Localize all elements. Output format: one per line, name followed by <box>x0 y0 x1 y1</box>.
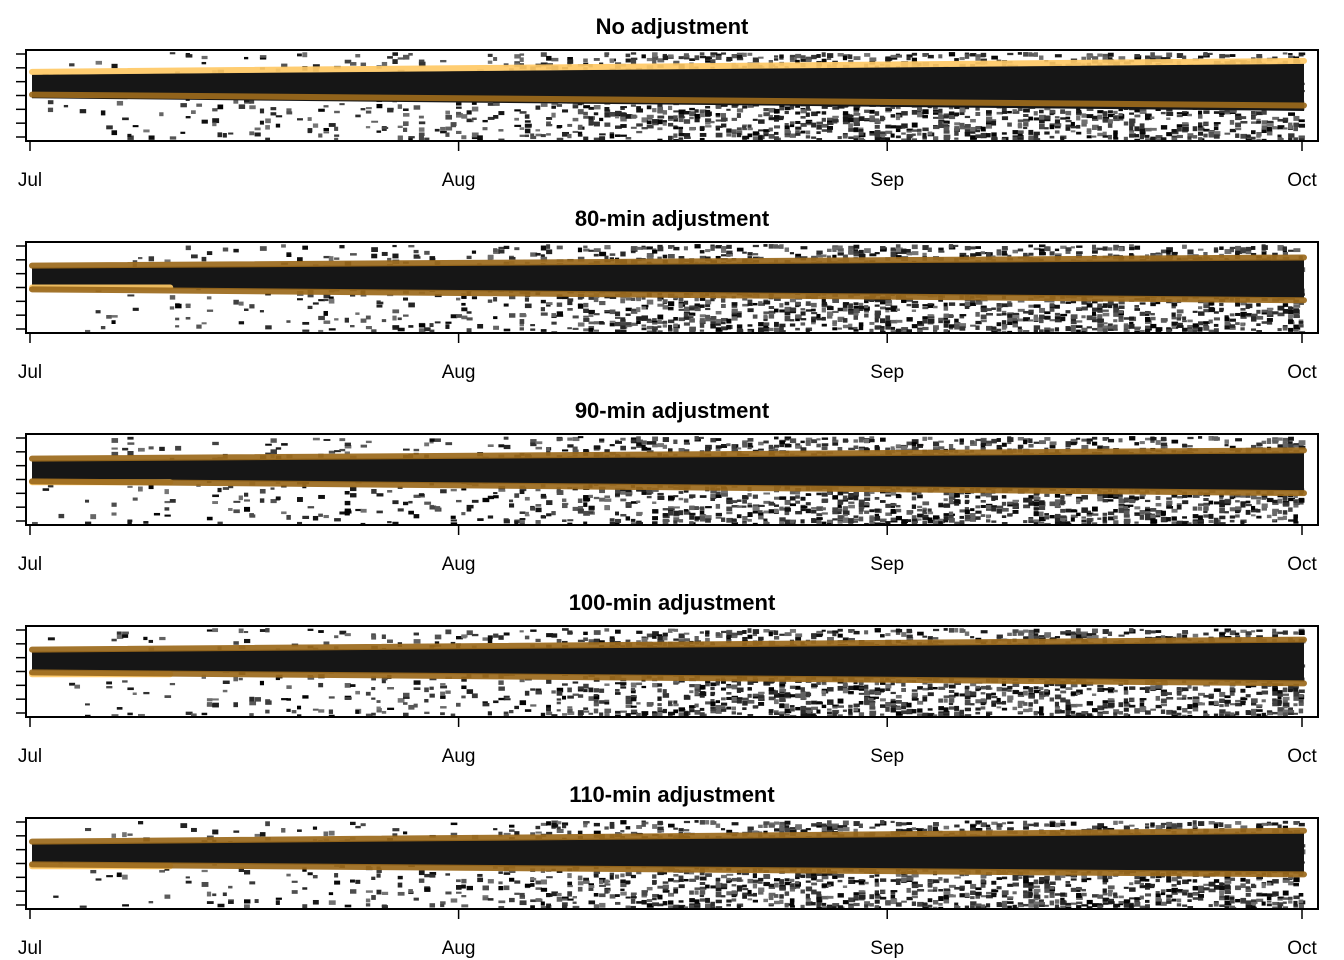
trend-line-2 <box>29 827 1307 845</box>
panel-title: 80-min adjustment <box>575 206 770 231</box>
y-axis <box>16 821 26 906</box>
trend-line-2 <box>29 636 1307 653</box>
plot-area <box>29 52 1307 141</box>
plot-area <box>29 628 1307 717</box>
panel-title: 100-min adjustment <box>569 590 776 615</box>
panel-title: No adjustment <box>596 14 749 39</box>
x-tick-label: Jul <box>18 938 42 959</box>
panel-2: 80-min adjustment Jul Aug Sep Oct <box>16 206 1319 383</box>
x-tick-label: Sep <box>870 554 904 575</box>
trend-line-3 <box>29 669 1307 687</box>
density-band <box>32 832 1304 873</box>
y-axis <box>16 437 26 522</box>
density-band <box>32 641 1304 682</box>
x-tick-label: Jul <box>18 362 42 383</box>
x-tick-label: Sep <box>870 938 904 959</box>
x-axis: Jul Aug Sep Oct <box>18 141 1317 191</box>
plot-area <box>29 436 1307 525</box>
x-tick-label: Aug <box>442 362 476 383</box>
x-tick-label: Sep <box>870 746 904 767</box>
x-tick-label: Oct <box>1287 170 1317 191</box>
panel-4: 100-min adjustment Jul Aug Sep Oct <box>16 590 1319 767</box>
panel-title: 90-min adjustment <box>575 398 770 423</box>
y-axis <box>16 53 26 138</box>
trend-line-2 <box>29 254 1307 269</box>
x-tick-label: Oct <box>1287 938 1317 959</box>
x-axis: Jul Aug Sep Oct <box>18 333 1317 383</box>
x-tick-label: Sep <box>870 362 904 383</box>
trend-line-3 <box>29 286 1307 304</box>
x-tick-label: Aug <box>442 170 476 191</box>
x-axis: Jul Aug Sep Oct <box>18 909 1317 959</box>
x-tick-label: Oct <box>1287 746 1317 767</box>
y-axis <box>16 245 26 330</box>
trend-line-3 <box>29 478 1307 497</box>
plot-area <box>29 820 1307 909</box>
x-tick-label: Oct <box>1287 554 1317 575</box>
x-tick-label: Jul <box>18 170 42 191</box>
trend-line-2 <box>29 447 1307 462</box>
x-tick-label: Oct <box>1287 362 1317 383</box>
x-tick-label: Aug <box>442 554 476 575</box>
x-tick-label: Sep <box>870 170 904 191</box>
panel-1: No adjustment Jul Aug Sep Oct <box>16 14 1319 191</box>
x-axis: Jul Aug Sep Oct <box>18 717 1317 767</box>
x-tick-label: Aug <box>442 938 476 959</box>
panel-title: 110-min adjustment <box>569 782 775 807</box>
density-band <box>32 259 1304 299</box>
trend-line-3 <box>29 861 1307 878</box>
plot-area <box>29 244 1307 333</box>
x-tick-label: Jul <box>18 746 42 767</box>
trend-line-2 <box>29 91 1307 109</box>
panel-5: 110-min adjustment Jul Aug Sep Oct <box>16 782 1319 959</box>
x-tick-label: Jul <box>18 554 42 575</box>
x-tick-label: Aug <box>442 746 476 767</box>
trend-line-1 <box>29 57 1307 75</box>
y-axis <box>16 629 26 714</box>
x-axis: Jul Aug Sep Oct <box>18 525 1317 575</box>
panel-3: 90-min adjustment Jul Aug Sep Oct <box>16 398 1319 575</box>
